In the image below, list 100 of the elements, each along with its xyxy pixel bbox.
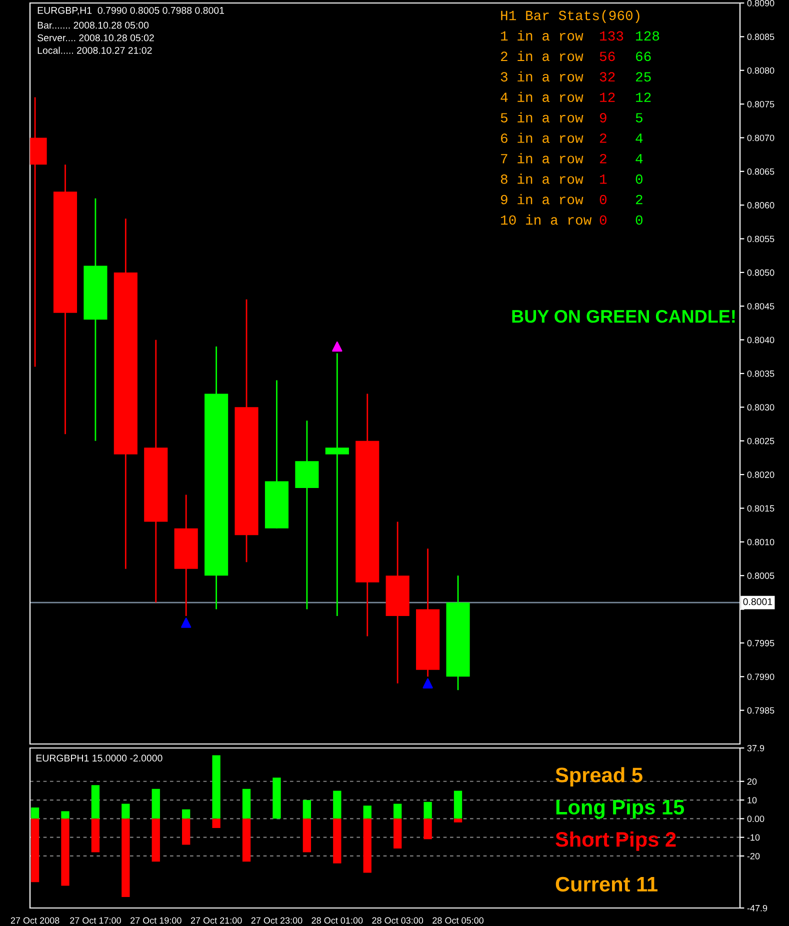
- bar: [424, 818, 432, 840]
- category-label: 7 in a row: [501, 153, 584, 164]
- bar: [272, 778, 281, 819]
- x-tick-label: 27 Oct 19:00: [130, 917, 182, 924]
- bar: [122, 804, 130, 819]
- x-tick-label: 27 Oct 2008: [10, 917, 60, 924]
- category-label: Short Pips 2: [556, 831, 676, 851]
- data-label: 56: [600, 52, 615, 62]
- annotation: Server.... 2008.10.28 05:02: [38, 34, 154, 42]
- annotation: Local..... 2008.10.27 21:02: [38, 46, 152, 54]
- bar: [242, 818, 251, 862]
- bar: [212, 755, 220, 819]
- y-tick-label: -47.9: [747, 904, 768, 912]
- bar: [333, 790, 342, 819]
- y-tick-label: 0.8050: [747, 269, 774, 276]
- y-tick-label: 0.8090: [747, 0, 774, 6]
- data-label: 12: [600, 92, 615, 102]
- y-tick-label: 0.8080: [747, 67, 774, 74]
- text: H1 Bar Stats(960): [501, 10, 640, 23]
- y-tick-label: 37.9: [747, 744, 764, 752]
- y-tick-label: 0.8015: [747, 505, 774, 512]
- candlestick: [325, 352, 349, 617]
- y-tick-label: 0.8035: [747, 370, 774, 377]
- y-tick-label: 0.8005: [747, 572, 774, 579]
- bar: [394, 804, 402, 819]
- category-label: 1 in a row: [501, 30, 584, 41]
- data-label: 9: [600, 113, 606, 122]
- annotation: BUY ON GREEN CANDLE!: [512, 310, 735, 323]
- category-label: Long Pips 15: [556, 799, 684, 819]
- x-tick-label: 27 Oct 23:00: [251, 917, 302, 924]
- bar: [454, 818, 462, 822]
- bar: [152, 788, 160, 819]
- category-label: 4 in a row: [500, 92, 584, 102]
- data-label: 66: [636, 52, 651, 62]
- bar: [454, 790, 462, 819]
- data-label: 133: [600, 31, 624, 41]
- y-tick-label: 0.8060: [747, 202, 774, 208]
- category-label: 10 in a row: [501, 214, 592, 225]
- x-tick-label: 28 Oct 03:00: [372, 917, 424, 924]
- y-tick-label: 0.8085: [747, 34, 774, 40]
- y-tick-label: 0.8055: [747, 236, 774, 242]
- y-tick-label: 0.8045: [747, 303, 774, 310]
- data-label: 25: [636, 72, 651, 82]
- chart-title: EURGBP,H1 0.7990 0.8005 0.7988 0.8001: [38, 6, 224, 15]
- bar: [394, 818, 402, 849]
- x-tick-label: 28 Oct 05:00: [432, 917, 484, 924]
- category-label: 6 in a row: [501, 132, 584, 143]
- bar: [302, 818, 312, 852]
- data-label: 1: [600, 174, 607, 184]
- x-tick-label: 27 Oct 21:00: [190, 917, 242, 924]
- data-label: 4: [636, 134, 643, 143]
- data-label: 12: [636, 92, 651, 102]
- bar: [424, 802, 432, 819]
- category-label: 9 in a row: [500, 194, 584, 204]
- category-label: 5 in a row: [500, 112, 584, 122]
- ref-line-label: 0.8001: [743, 598, 772, 606]
- bar: [91, 818, 100, 852]
- data-label: 0: [636, 215, 642, 225]
- category-label: 8 in a row: [500, 174, 584, 184]
- y-tick-label: -10: [747, 834, 760, 841]
- data-label: 5: [636, 113, 642, 122]
- y-tick-label: 0.7990: [747, 674, 774, 680]
- category-label: Current 11: [556, 876, 658, 892]
- y-tick-label: 0.8020: [747, 472, 774, 478]
- bar: [333, 818, 342, 864]
- point: [181, 618, 192, 628]
- y-tick-label: -20: [747, 852, 760, 860]
- data-label: 0: [600, 215, 606, 225]
- data-label: 2: [636, 194, 642, 204]
- text: EURGBPH1 15.0000 -2.0000: [36, 754, 162, 762]
- bar: [30, 818, 40, 882]
- y-tick-label: 0.8025: [747, 438, 774, 444]
- point: [332, 341, 342, 352]
- bar: [61, 818, 70, 886]
- y-tick-label: 0.8070: [747, 134, 774, 142]
- y-tick-label: 0.8075: [747, 101, 774, 108]
- bar: [122, 818, 130, 897]
- bar: [152, 818, 160, 862]
- y-tick-label: 0.00: [747, 816, 764, 822]
- category-label: Spread 5: [556, 767, 642, 787]
- data-label: 128: [636, 31, 660, 41]
- point: [422, 678, 433, 688]
- x-tick-label: 28 Oct 01:00: [312, 917, 363, 924]
- category-label: 3 in a row: [500, 71, 584, 82]
- data-label: 0: [600, 194, 606, 204]
- data-label: 4: [636, 154, 643, 164]
- data-label: 2: [600, 154, 606, 164]
- data-label: 2: [600, 134, 606, 143]
- y-tick-label: 10: [748, 796, 757, 804]
- category-label: 2 in a row: [500, 50, 584, 62]
- bar: [182, 809, 190, 819]
- y-tick-label: 0.8030: [747, 404, 774, 411]
- annotation: Bar....... 2008.10.28 05:00: [38, 22, 149, 29]
- y-tick-label: 0.8065: [747, 168, 774, 175]
- bar: [182, 818, 190, 845]
- bar: [30, 807, 40, 819]
- bar: [61, 811, 70, 819]
- y-tick-label: 20: [747, 778, 757, 785]
- y-tick-label: 0.7985: [747, 707, 774, 714]
- bar: [363, 818, 372, 873]
